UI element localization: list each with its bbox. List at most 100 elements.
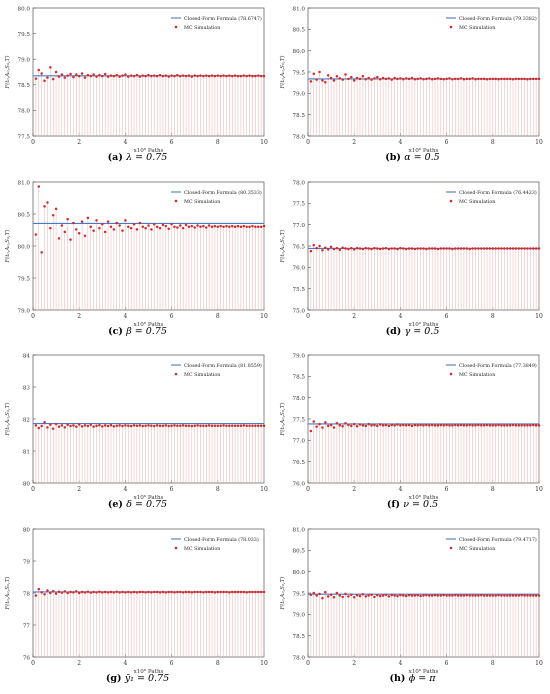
mc-point <box>465 593 469 596</box>
mc-point <box>103 424 107 427</box>
mc-point <box>468 77 471 81</box>
mc-point <box>338 424 342 427</box>
mc-point <box>98 423 101 427</box>
mc-point <box>347 423 350 427</box>
mc-point <box>511 78 515 81</box>
mc-point <box>230 74 234 78</box>
panel-caption: (a) λ = 0.75 <box>0 152 275 163</box>
mc-point <box>358 77 362 81</box>
legend-closed-form-label: Closed-Form Formula (80.3533) <box>184 189 262 196</box>
mc-point <box>494 593 497 597</box>
mc-point <box>332 79 336 82</box>
mc-point <box>436 247 440 250</box>
mc-point <box>459 77 463 80</box>
mc-point <box>413 247 417 250</box>
mc-point <box>124 73 127 76</box>
mc-point <box>210 590 214 593</box>
mc-point <box>184 590 188 593</box>
mc-point <box>251 424 254 427</box>
caption-tag: (e) <box>107 499 127 510</box>
mc-point <box>106 75 110 78</box>
mc-point <box>422 246 425 250</box>
x-tick-label: 0 <box>306 139 310 146</box>
mc-point <box>161 590 165 593</box>
y-tick-label: 79.5 <box>18 32 31 38</box>
mc-point <box>153 590 156 593</box>
mc-point <box>514 593 518 597</box>
mc-point <box>262 74 266 78</box>
mc-point <box>529 593 532 597</box>
mc-point <box>370 424 373 427</box>
mc-point <box>109 590 113 593</box>
caption-tag: (d) <box>385 325 405 337</box>
mc-point <box>89 225 92 228</box>
mc-point <box>517 593 521 597</box>
y-tick-label: 78.0 <box>293 134 306 140</box>
mc-point <box>468 593 471 597</box>
mc-point <box>402 246 405 250</box>
mc-point <box>376 75 379 79</box>
y-tick-label: 79.5 <box>293 591 306 597</box>
mc-point <box>222 424 225 427</box>
legend-box <box>168 12 262 32</box>
y-tick-label: 76.5 <box>293 460 306 466</box>
x-axis-label: x10⁶ Paths <box>409 147 439 154</box>
mc-point <box>147 424 150 427</box>
mc-point <box>199 74 202 77</box>
mc-point <box>167 590 170 593</box>
mc-point <box>259 74 263 78</box>
mc-point <box>350 424 353 428</box>
mc-point <box>46 200 49 204</box>
mc-point <box>158 73 162 77</box>
y-tick-label: 75.5 <box>293 286 306 292</box>
mc-point <box>230 590 234 593</box>
mc-point <box>439 246 443 250</box>
mc-point <box>127 424 130 427</box>
mc-point <box>407 77 411 81</box>
mc-point <box>164 424 168 427</box>
mc-point <box>101 590 104 594</box>
mc-point <box>482 246 486 250</box>
mc-point <box>216 424 220 427</box>
mc-point <box>312 420 316 423</box>
x-tick-label: 0 <box>306 486 310 493</box>
chart-panel: 76 77 78 79 80 0 2 4 6 8 10 x10⁶ Paths F(t₀,A₀,S₀,T)… <box>0 521 275 694</box>
mc-point <box>378 78 382 81</box>
mc-point <box>147 73 150 77</box>
mc-point <box>138 75 142 78</box>
mc-point <box>187 590 191 593</box>
chart-svg: 80 81 82 83 84 0 2 4 6 8 10 x10⁶ Paths F(t₀,A₀,S₀,T)… <box>4 353 268 501</box>
mc-point <box>34 232 38 236</box>
caption-text: ν = 0.5 <box>403 499 439 510</box>
mc-point <box>393 424 396 427</box>
y-tick-label: 78.0 <box>293 180 306 186</box>
mc-point <box>196 223 199 227</box>
mc-point <box>129 74 133 77</box>
mc-point <box>390 593 393 596</box>
mc-point <box>144 226 147 229</box>
y-tick-label: 77.5 <box>293 417 306 423</box>
mc-point <box>103 590 107 593</box>
x-tick-label: 4 <box>398 486 402 493</box>
mc-point <box>170 74 173 77</box>
mc-point <box>381 76 385 80</box>
mc-point <box>43 79 46 82</box>
mc-point <box>329 423 333 427</box>
mc-point <box>361 592 365 596</box>
mc-point <box>517 77 521 81</box>
mc-point <box>531 77 535 81</box>
mc-point <box>477 593 480 597</box>
mc-point <box>124 218 127 222</box>
mc-point <box>433 424 437 427</box>
mc-point <box>40 424 43 428</box>
mc-point <box>256 590 260 593</box>
y-tick-label: 80.5 <box>293 548 306 554</box>
mc-point <box>222 225 225 228</box>
mc-point <box>471 424 474 427</box>
mc-point <box>474 246 477 250</box>
mc-point <box>326 424 330 428</box>
mc-point <box>514 77 518 81</box>
legend-dot-swatch <box>449 546 453 549</box>
caption-tag: (c) <box>108 325 127 337</box>
mc-point <box>207 223 211 227</box>
